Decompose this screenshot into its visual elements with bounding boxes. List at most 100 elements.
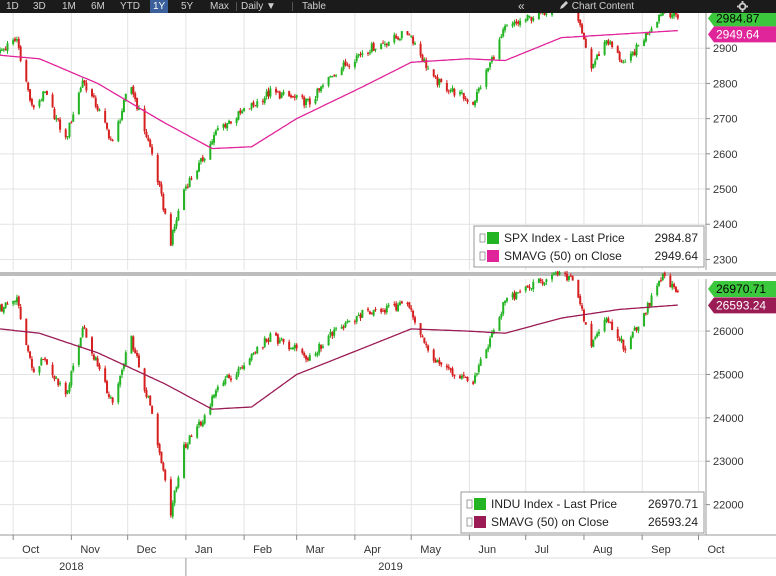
candle-body xyxy=(596,333,599,337)
candle-body xyxy=(453,89,456,96)
candle-body xyxy=(472,101,475,105)
candle-body xyxy=(267,340,270,342)
candle-body xyxy=(327,335,330,346)
candle-body xyxy=(265,91,268,97)
candle-body xyxy=(196,170,199,179)
candle-body xyxy=(474,375,477,383)
candle-body xyxy=(620,338,623,342)
candle-body xyxy=(85,328,88,338)
candle-body xyxy=(515,21,518,24)
candle-body xyxy=(109,138,112,140)
x-tick-label: Oct xyxy=(22,544,39,556)
candle-body xyxy=(265,338,268,342)
candle-body xyxy=(291,347,294,350)
candle-body xyxy=(2,306,5,313)
candle-body xyxy=(425,60,428,69)
candle-body xyxy=(199,158,202,162)
candle-body xyxy=(243,365,246,369)
candle-body xyxy=(603,320,606,332)
range-1m-button[interactable]: 1M xyxy=(62,1,76,12)
candle-body xyxy=(64,382,67,395)
spx-panel: 2300 2400 2500 2600 2700 2800 2900 2984.87 2949.… xyxy=(0,13,776,270)
spx-sma-tag: 2949.64 xyxy=(708,26,776,43)
price-tag-shape xyxy=(708,13,776,27)
x-tick-label: Dec xyxy=(137,544,157,556)
candle-body xyxy=(440,79,443,83)
candle-body xyxy=(216,386,219,391)
candle-body xyxy=(487,67,490,71)
candle-body xyxy=(252,353,255,355)
candle-body xyxy=(526,285,529,288)
candle-body xyxy=(646,33,649,35)
candle-body xyxy=(241,367,244,369)
candle-body xyxy=(395,303,398,311)
candle-body xyxy=(329,331,332,335)
price-tag-value: 2949.64 xyxy=(716,27,760,41)
legend-expander-icon[interactable] xyxy=(466,499,473,509)
interval-dropdown[interactable]: Daily ▼ xyxy=(238,0,279,13)
candle-body xyxy=(134,93,137,100)
candle-body xyxy=(545,13,548,15)
range-1y-button[interactable]: 1Y xyxy=(150,0,169,13)
chart-content-button[interactable]: Chart Content xyxy=(556,0,637,13)
legend-series-value: 2949.64 xyxy=(655,249,699,263)
gear-icon[interactable] xyxy=(737,1,748,12)
candle-body xyxy=(25,60,28,82)
indu-sma-line xyxy=(0,304,678,410)
candle-body xyxy=(316,353,319,356)
candle-body xyxy=(119,376,122,385)
candle-body xyxy=(156,154,159,183)
collapse-icon[interactable]: « xyxy=(518,0,525,13)
candle-body xyxy=(314,98,317,104)
candle-body xyxy=(519,20,522,25)
candle-body xyxy=(94,97,97,107)
legend-series-value: 2984.87 xyxy=(655,231,699,245)
candle-body xyxy=(55,377,58,379)
panel-divider[interactable] xyxy=(0,272,776,276)
table-button[interactable]: Table xyxy=(302,1,326,12)
range-5y-button[interactable]: 5Y xyxy=(181,1,194,12)
candle-body xyxy=(147,137,150,141)
candle-body xyxy=(241,111,244,114)
candle-body xyxy=(14,38,17,41)
candle-body xyxy=(68,384,71,392)
candle-body xyxy=(616,46,619,53)
candle-body xyxy=(551,13,554,15)
candle-body xyxy=(137,355,140,368)
candle-body xyxy=(106,122,109,129)
candle-body xyxy=(290,95,293,98)
candle-body xyxy=(342,326,345,329)
candle-body xyxy=(526,14,529,21)
candle-body xyxy=(648,303,651,306)
range-max-button[interactable]: Max xyxy=(210,1,229,12)
legend-expander-icon[interactable] xyxy=(479,251,486,261)
candle-body xyxy=(30,358,33,368)
legend-expander-icon[interactable] xyxy=(466,517,473,527)
candle-body xyxy=(436,359,439,363)
candle-body xyxy=(331,332,334,337)
candle-body xyxy=(216,128,219,131)
candle-body xyxy=(275,333,278,336)
candle-body xyxy=(57,118,60,120)
range-ytd-button[interactable]: YTD xyxy=(120,1,140,12)
candle-body xyxy=(451,88,454,92)
candle-body xyxy=(237,368,240,375)
legend-expander-icon[interactable] xyxy=(479,233,486,243)
candle-body xyxy=(466,99,469,102)
range-6m-button[interactable]: 6M xyxy=(91,1,105,12)
candle-body xyxy=(618,52,621,61)
candle-body xyxy=(656,21,659,28)
candle-body xyxy=(177,210,180,221)
candle-body xyxy=(532,18,535,21)
range-3d-button[interactable]: 3D xyxy=(33,1,46,12)
candle-body xyxy=(72,114,75,122)
candle-body xyxy=(72,365,75,371)
candle-body xyxy=(451,368,454,376)
candle-body xyxy=(79,87,82,92)
candle-body xyxy=(528,286,531,289)
candle-body xyxy=(357,315,360,317)
range-1d-button[interactable]: 1D xyxy=(6,1,19,12)
candle-body xyxy=(250,103,253,109)
candle-body xyxy=(12,39,15,45)
candle-body xyxy=(164,469,167,481)
